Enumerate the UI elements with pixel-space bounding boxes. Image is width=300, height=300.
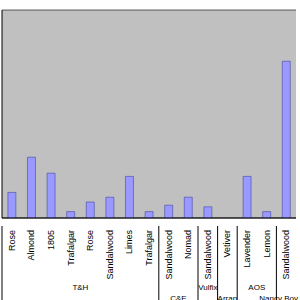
- svg-text:Vetiver: Vetiver: [222, 230, 232, 258]
- svg-text:Vulfix: Vulfix: [198, 283, 217, 292]
- svg-text:Nancy Boy: Nancy Boy: [259, 294, 292, 300]
- svg-text:Nomad: Nomad: [183, 230, 193, 259]
- svg-text:Trafalgar: Trafalgar: [144, 230, 154, 266]
- svg-text:Limes: Limes: [124, 230, 134, 255]
- svg-text:Trafalgar: Trafalgar: [66, 230, 76, 266]
- svg-text:T&H: T&H: [72, 283, 88, 292]
- svg-text:Sandalwood: Sandalwood: [203, 230, 213, 280]
- svg-text:Sandalwood: Sandalwood: [281, 230, 291, 280]
- svg-text:Sandalwood: Sandalwood: [105, 230, 115, 280]
- svg-text:Almond: Almond: [26, 230, 36, 261]
- svg-text:Rose: Rose: [85, 230, 95, 251]
- svg-text:C&E: C&E: [170, 294, 186, 300]
- svg-text:Rose: Rose: [8, 230, 17, 251]
- svg-text:Arran: Arran: [218, 294, 238, 300]
- svg-text:AOS: AOS: [248, 283, 265, 292]
- svg-text:Sandalwood: Sandalwood: [164, 230, 174, 280]
- svg-text:Lavender: Lavender: [242, 230, 252, 268]
- svg-text:1805: 1805: [46, 230, 56, 250]
- svg-text:Lemon: Lemon: [262, 230, 272, 258]
